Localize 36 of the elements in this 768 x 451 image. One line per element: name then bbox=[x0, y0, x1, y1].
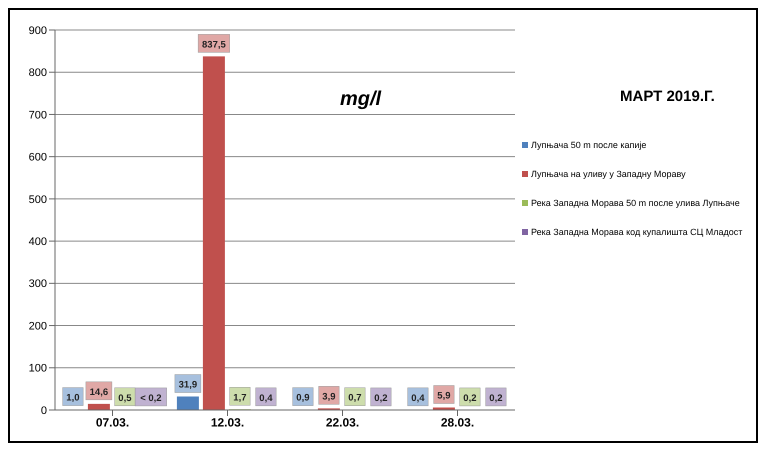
data-label: 1,7 bbox=[233, 392, 247, 404]
y-tick-label: 500 bbox=[28, 194, 47, 206]
y-tick-label: 0 bbox=[40, 404, 47, 417]
y-tick-label: 800 bbox=[28, 67, 47, 80]
data-label: 0,2 bbox=[374, 392, 388, 404]
y-tick-label: 200 bbox=[28, 320, 47, 332]
x-tick-label: 12.03. bbox=[210, 416, 244, 430]
data-label: 31,9 bbox=[178, 380, 198, 391]
y-tick-label: 900 bbox=[28, 24, 47, 37]
data-label: 0,4 bbox=[259, 392, 274, 404]
data-label: 14,6 bbox=[90, 386, 108, 398]
legend-label: Лупњача на уливу у Западну Мораву bbox=[531, 168, 686, 178]
data-label: 1,0 bbox=[66, 392, 80, 404]
x-tick-label: 22.03. bbox=[326, 416, 360, 430]
legend-label: Лупњача 50 m после капије bbox=[531, 140, 646, 150]
data-label: < 0,2 bbox=[140, 392, 162, 404]
data-label: 0,9 bbox=[296, 392, 310, 404]
data-label: 0,7 bbox=[348, 392, 362, 404]
data-label: 0,4 bbox=[411, 392, 426, 404]
y-tick-label: 300 bbox=[28, 278, 47, 290]
data-label: 837,5 bbox=[202, 39, 226, 50]
data-label: 0,2 bbox=[489, 392, 503, 404]
legend-label: Река Западна Морава 50 m после улива Лупњаче bbox=[531, 198, 740, 208]
x-tick-label: 07.03. bbox=[96, 416, 130, 430]
data-label: 0,5 bbox=[118, 392, 132, 404]
y-tick-label: 700 bbox=[28, 109, 47, 122]
data-label: 5,9 bbox=[437, 390, 451, 402]
text: МАРТ 2019.Г. bbox=[620, 88, 715, 105]
data-label: 0,2 bbox=[463, 392, 477, 404]
data-label: 3,9 bbox=[322, 391, 336, 402]
y-tick-label: 100 bbox=[28, 362, 47, 375]
y-tick-label: 400 bbox=[28, 236, 47, 248]
y-tick-label: 600 bbox=[28, 152, 47, 164]
legend-label: Река Западна Морава код купалишта СЦ Младост bbox=[531, 226, 742, 236]
annotation: mg/l bbox=[340, 88, 382, 110]
x-tick-label: 28.03. bbox=[440, 416, 474, 430]
